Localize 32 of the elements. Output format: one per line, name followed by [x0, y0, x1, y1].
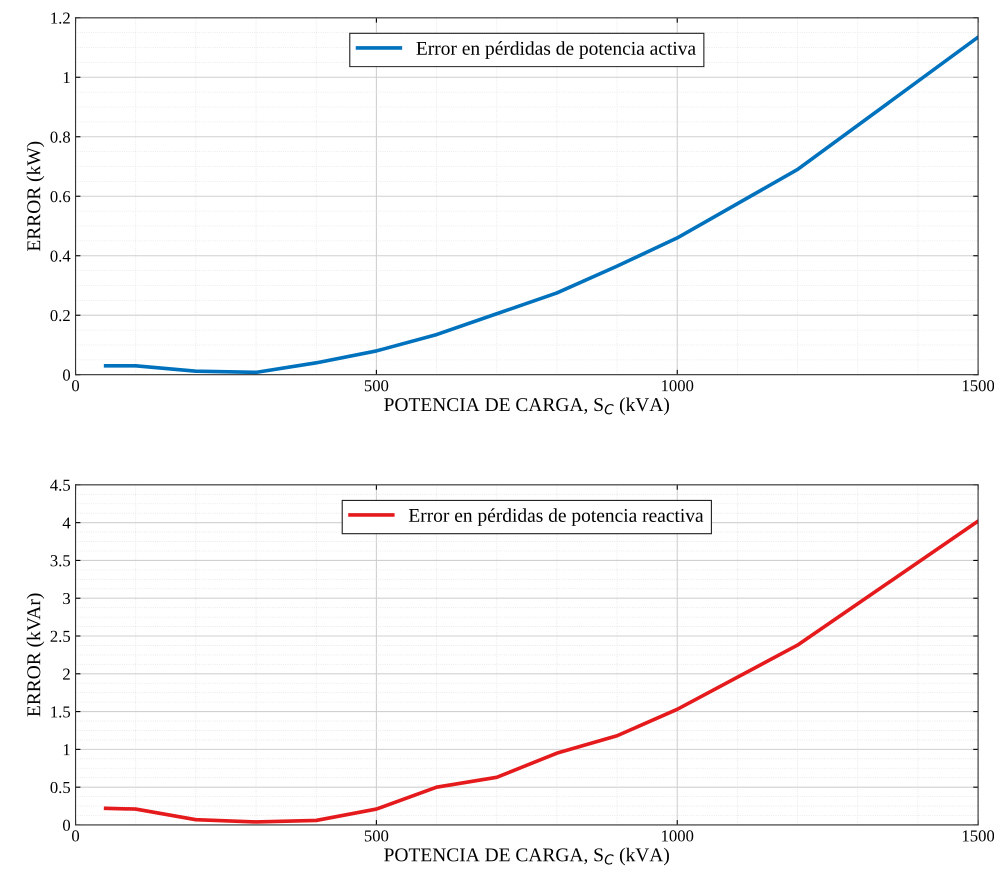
y-tick-label: 0 — [62, 820, 70, 831]
legend-label: Error en pérdidas de potencia activa — [416, 41, 696, 59]
y-tick-label: 1.5 — [51, 706, 70, 718]
line-series — [104, 35, 978, 374]
x-tick-label: 1000 — [662, 380, 694, 392]
y-tick-label: 0.4 — [50, 250, 70, 262]
x-tick-label: 0 — [72, 380, 80, 392]
y-tick-label: 0 — [62, 369, 70, 381]
y-tick-label: 0.8 — [50, 131, 70, 143]
x-tick-label: 1500 — [962, 830, 994, 842]
x-tick-label: 1500 — [962, 380, 994, 392]
y-tick-label: 1.2 — [51, 12, 70, 24]
y-tick-label: 1 — [64, 744, 70, 756]
y-tick-label: 2 — [63, 668, 70, 680]
y-tick-label: 0.5 — [50, 782, 70, 794]
x-tick-label: 1000 — [662, 830, 694, 842]
y-tick-label: 3 — [63, 592, 70, 604]
y-tick-label: 4 — [62, 517, 70, 528]
y-axis-title: ERROR (kVAr) — [26, 594, 44, 717]
y-tick-label: 0.2 — [50, 310, 70, 322]
legend-label: Error en pérdidas de potencia reactiva — [408, 508, 704, 526]
x-axis-title: POTENCIA DE CARGA, S$_{C}$ (kVA) — [384, 848, 669, 866]
y-tick-label: 3.5 — [50, 555, 70, 566]
y-tick-label: 1 — [64, 72, 70, 84]
x-tick-label: 500 — [364, 380, 388, 392]
y-tick-label: 0.6 — [50, 190, 70, 202]
y-tick-label: 4.5 — [50, 480, 70, 491]
x-tick-label: 500 — [364, 830, 388, 842]
y-tick-label: 2.5 — [50, 630, 70, 642]
y-axis-title: ERROR (kW) — [26, 142, 44, 252]
x-tick-label: 0 — [72, 830, 80, 842]
x-axis-title: POTENCIA DE CARGA, S$_{C}$ (kVA) — [384, 397, 669, 416]
